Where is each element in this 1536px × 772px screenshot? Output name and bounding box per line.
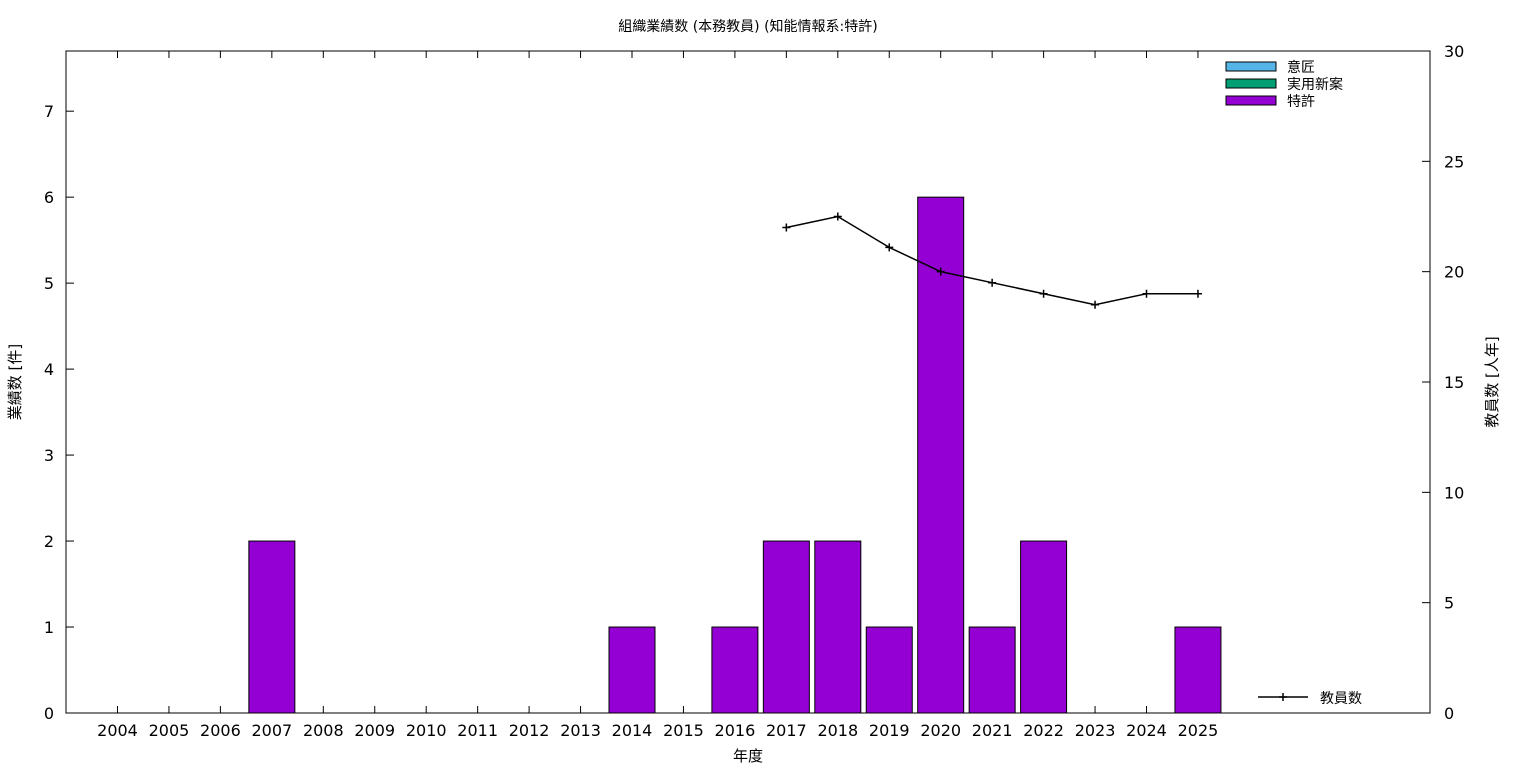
x-tick-label: 2018 bbox=[817, 721, 858, 740]
y2-tick-label: 20 bbox=[1444, 263, 1464, 282]
x-tick-label: 2021 bbox=[972, 721, 1013, 740]
y-tick-label: 2 bbox=[44, 532, 54, 551]
legend-swatch bbox=[1225, 78, 1277, 89]
x-tick-label: 2017 bbox=[766, 721, 807, 740]
bar-2007 bbox=[248, 540, 296, 714]
bar-2022 bbox=[1020, 540, 1068, 714]
bar-2020 bbox=[917, 196, 965, 714]
faculty-point-2019 bbox=[885, 243, 894, 252]
legend-label: 意匠 bbox=[1287, 59, 1315, 76]
bar-2016 bbox=[711, 626, 759, 714]
x-tick-label: 2014 bbox=[612, 721, 653, 740]
y2-axis-label: 教員数 [人年] bbox=[1483, 336, 1501, 427]
x-tick-label: 2016 bbox=[715, 721, 756, 740]
y-tick-label: 1 bbox=[44, 618, 54, 637]
bar-2019 bbox=[865, 626, 913, 714]
ticks-layer: 2004 2005 2006 2007 2008 2009 2010 2011 2012 2013… bbox=[44, 42, 1465, 740]
x-tick-label: 2007 bbox=[251, 721, 292, 740]
bar-2014 bbox=[608, 626, 656, 714]
y-tick-label: 6 bbox=[44, 188, 54, 207]
bar-2017 bbox=[762, 540, 810, 714]
faculty-point-2022 bbox=[1039, 289, 1048, 298]
faculty-point-2018 bbox=[833, 212, 842, 221]
x-tick-label: 2020 bbox=[920, 721, 961, 740]
bar-2021 bbox=[968, 626, 1016, 714]
x-tick-label: 2024 bbox=[1126, 721, 1167, 740]
x-tick-label: 2011 bbox=[457, 721, 498, 740]
faculty-point-2023 bbox=[1091, 300, 1100, 309]
x-tick-label: 2008 bbox=[303, 721, 344, 740]
legend-swatch bbox=[1225, 61, 1277, 72]
y2-tick-label: 0 bbox=[1444, 704, 1454, 723]
chart-title: 組織業績数 (本務教員) (知能情報系:特許) bbox=[618, 18, 877, 35]
faculty-line bbox=[786, 215, 1198, 306]
legend-line-label: 教員数 bbox=[1320, 691, 1362, 707]
faculty-point-2024 bbox=[1142, 289, 1151, 298]
bar-2025 bbox=[1174, 626, 1222, 714]
x-tick-label: 2012 bbox=[509, 721, 550, 740]
bar-2018 bbox=[814, 540, 862, 714]
y2-tick-label: 5 bbox=[1444, 594, 1454, 613]
legend-label: 実用新案 bbox=[1287, 76, 1343, 93]
legend-label: 特許 bbox=[1287, 94, 1315, 110]
y2-tick-label: 25 bbox=[1444, 152, 1464, 171]
x-axis-label: 年度 bbox=[733, 747, 763, 765]
faculty-point-2020 bbox=[936, 267, 945, 276]
y-axis-label: 業績数 [件] bbox=[6, 344, 24, 420]
x-tick-label: 2025 bbox=[1178, 721, 1219, 740]
y-tick-label: 0 bbox=[44, 704, 54, 723]
x-tick-label: 2015 bbox=[663, 721, 704, 740]
faculty-point-2025 bbox=[1193, 289, 1202, 298]
x-tick-label: 2004 bbox=[97, 721, 138, 740]
x-tick-label: 2023 bbox=[1075, 721, 1116, 740]
x-tick-label: 2019 bbox=[869, 721, 910, 740]
x-tick-label: 2010 bbox=[406, 721, 447, 740]
faculty-line-layer bbox=[782, 212, 1202, 309]
x-tick-label: 2013 bbox=[560, 721, 601, 740]
y2-tick-label: 10 bbox=[1444, 483, 1464, 502]
x-tick-label: 2009 bbox=[354, 721, 395, 740]
faculty-point-2021 bbox=[988, 278, 997, 287]
bars-layer bbox=[248, 196, 1222, 714]
y2-tick-label: 15 bbox=[1444, 373, 1464, 392]
legend-swatch bbox=[1225, 95, 1277, 106]
x-tick-label: 2005 bbox=[149, 721, 190, 740]
faculty-point-2017 bbox=[782, 223, 791, 232]
x-tick-label: 2006 bbox=[200, 721, 241, 740]
x-tick-label: 2022 bbox=[1023, 721, 1064, 740]
y-tick-label: 7 bbox=[44, 102, 54, 121]
y-tick-label: 4 bbox=[44, 360, 54, 379]
y-tick-label: 3 bbox=[44, 446, 54, 465]
y2-tick-label: 30 bbox=[1444, 42, 1464, 61]
y-tick-label: 5 bbox=[44, 274, 54, 293]
legend-line-marker bbox=[1279, 693, 1287, 701]
